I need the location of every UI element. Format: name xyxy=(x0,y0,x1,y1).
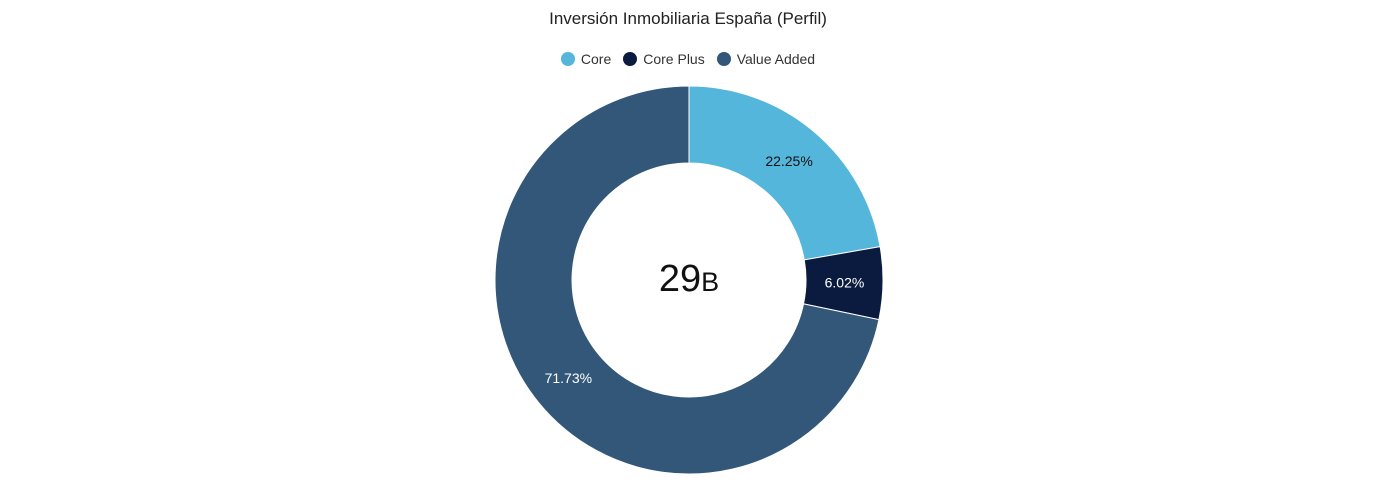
data-label: 6.02% xyxy=(825,275,865,291)
center-unit: B xyxy=(701,267,720,297)
data-label: 22.25% xyxy=(765,153,812,169)
data-label: 71.73% xyxy=(545,370,592,386)
center-total: 29B xyxy=(589,258,789,301)
legend-swatch xyxy=(560,52,575,66)
center-value: 29 xyxy=(658,258,702,300)
legend-swatch xyxy=(623,52,638,66)
legend: Core Core Plus Value Added xyxy=(0,51,1376,67)
chart-title: Inversión Inmobiliaria España (Perfil) xyxy=(549,9,827,28)
legend-item-value-added[interactable]: Value Added xyxy=(716,51,816,67)
legend-label: Core xyxy=(580,51,612,67)
slice-core[interactable] xyxy=(688,85,881,261)
legend-item-core-plus[interactable]: Core Plus xyxy=(623,51,705,67)
legend-label: Core Plus xyxy=(643,51,705,67)
slice-value-added[interactable] xyxy=(494,85,880,475)
legend-item-core[interactable]: Core xyxy=(560,51,612,67)
legend-swatch xyxy=(716,52,731,66)
legend-label: Value Added xyxy=(736,51,816,67)
